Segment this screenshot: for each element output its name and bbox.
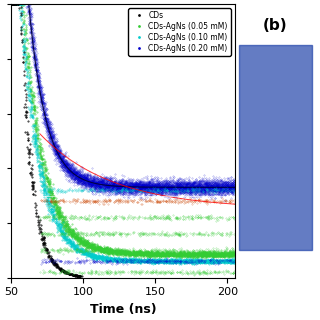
Legend: CDs, CDs-AgNs (0.05 mM), CDs-AgNs (0.10 mM), CDs-AgNs (0.20 mM): CDs, CDs-AgNs (0.05 mM), CDs-AgNs (0.10 … [128, 8, 231, 56]
Text: (b): (b) [263, 18, 288, 33]
X-axis label: Time (ns): Time (ns) [90, 303, 156, 316]
Bar [239, 45, 312, 250]
